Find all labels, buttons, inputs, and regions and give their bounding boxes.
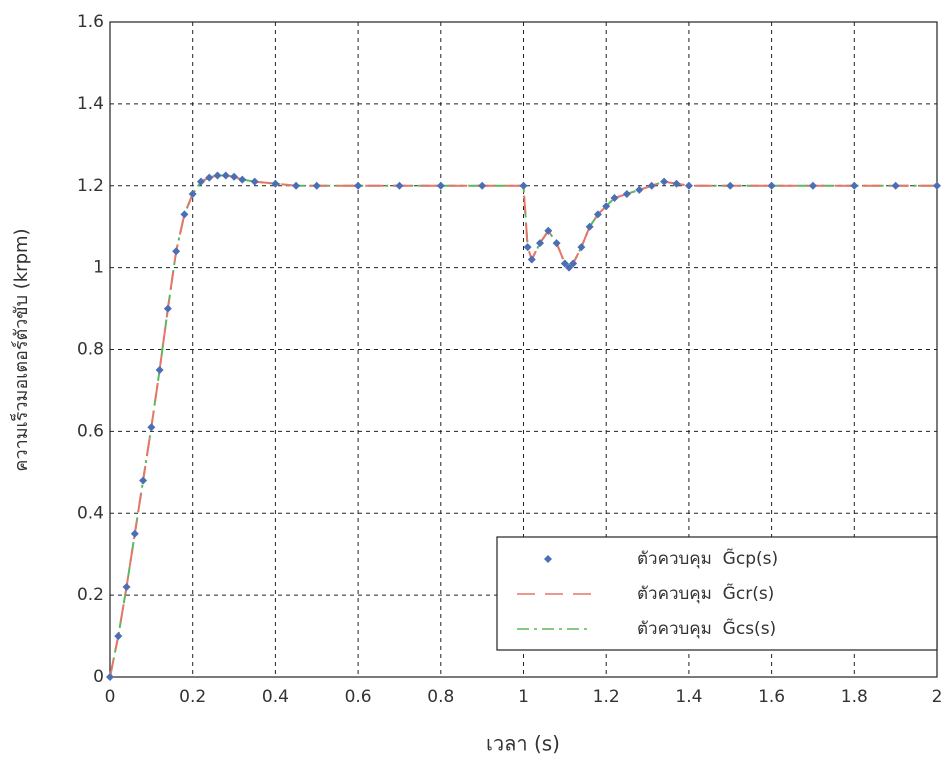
data-marker	[139, 476, 148, 485]
data-marker	[478, 181, 487, 190]
y-tick-label: 0	[93, 667, 104, 687]
data-marker	[230, 172, 239, 181]
y-tick-label: 1.2	[77, 176, 104, 196]
plot-frame	[109, 21, 938, 678]
legend-swatch	[544, 555, 552, 563]
data-marker	[767, 181, 776, 190]
data-marker	[188, 189, 197, 198]
data-marker	[155, 365, 164, 374]
data-marker	[395, 181, 404, 190]
data-marker	[602, 202, 611, 211]
x-tick-label: 0	[105, 687, 116, 707]
data-marker	[172, 247, 181, 256]
y-tick-label: 1.4	[77, 94, 104, 114]
y-tick-label: 0.6	[77, 421, 104, 441]
legend-box	[496, 536, 938, 651]
data-marker	[933, 181, 941, 190]
data-marker	[635, 185, 644, 194]
y-tick-label: 0.4	[77, 503, 104, 523]
data-marker	[593, 210, 602, 219]
y-tick-label: 0.2	[77, 585, 104, 605]
legend-label: ตัวควบคุม G̃cs(s)	[637, 618, 776, 639]
data-marker	[544, 226, 553, 235]
x-tick-label: 1.8	[841, 687, 868, 707]
data-marker	[850, 181, 859, 190]
data-marker	[684, 181, 693, 190]
y-axis-label: ความเร็วมอเตอร์ตัวขับ (krpm)	[9, 228, 32, 471]
data-marker	[147, 423, 156, 432]
data-marker	[585, 222, 594, 231]
data-marker	[523, 243, 532, 252]
data-marker	[622, 189, 631, 198]
data-marker	[205, 173, 214, 182]
x-axis-label: เวลา (s)	[486, 732, 560, 756]
x-tick-label: 0.4	[262, 687, 289, 707]
x-tick-label: 0.6	[345, 687, 372, 707]
data-marker	[560, 259, 569, 268]
data-marker	[672, 179, 681, 188]
x-tick-label: 0.8	[427, 687, 454, 707]
data-marker	[196, 177, 205, 186]
legend-label: ตัวควบคุม G̃cp(s)	[637, 548, 778, 569]
data-marker	[577, 243, 586, 252]
data-marker	[569, 259, 578, 268]
data-marker	[354, 181, 363, 190]
data-marker	[292, 181, 301, 190]
data-marker	[610, 194, 619, 203]
y-tick-label: 0.8	[77, 340, 104, 360]
x-tick-label: 1.4	[675, 687, 702, 707]
data-marker	[213, 171, 222, 180]
data-marker	[647, 181, 656, 190]
legend-label: ตัวควบคุม G̃cr(s)	[637, 583, 774, 604]
data-marker	[726, 181, 735, 190]
y-tick-label: 1.6	[77, 12, 104, 32]
x-tick-label: 1.2	[593, 687, 620, 707]
data-marker	[163, 304, 172, 313]
x-tick-label: 1	[518, 687, 529, 707]
data-marker	[660, 177, 669, 186]
data-marker	[527, 255, 536, 264]
data-marker	[564, 263, 573, 272]
data-marker	[130, 529, 139, 538]
data-marker	[180, 210, 189, 219]
x-tick-label: 1.6	[758, 687, 785, 707]
y-tick-label: 1	[93, 258, 104, 278]
data-marker	[250, 177, 259, 186]
data-marker	[238, 175, 247, 184]
data-marker	[221, 171, 230, 180]
data-marker	[271, 179, 280, 188]
data-marker	[122, 582, 131, 591]
x-tick-label: 2	[932, 687, 943, 707]
data-marker	[106, 673, 114, 681]
x-tick-label: 0.2	[179, 687, 206, 707]
data-marker	[552, 239, 561, 248]
data-marker	[808, 181, 817, 190]
data-marker	[891, 181, 900, 190]
data-marker	[519, 181, 528, 190]
data-marker	[536, 239, 545, 248]
data-marker	[312, 181, 321, 190]
data-marker	[436, 181, 445, 190]
data-marker	[114, 632, 123, 641]
